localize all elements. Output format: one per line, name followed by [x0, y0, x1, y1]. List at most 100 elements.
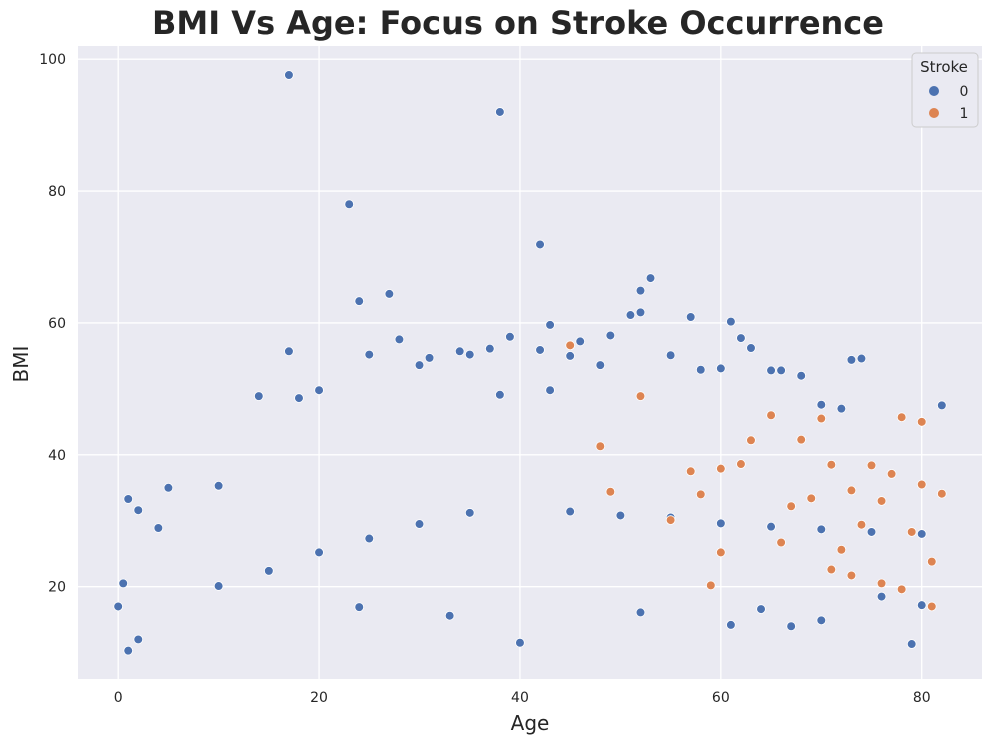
series-0-point-29 [414, 360, 425, 370]
series-0-point-31 [716, 363, 726, 374]
series-0-point-68 [364, 533, 375, 544]
series-0-point-61 [756, 604, 766, 614]
series-1-point-24 [716, 547, 726, 558]
series-0-point-75 [766, 521, 776, 532]
series-0-point-21 [454, 346, 465, 357]
series-0-point-3 [535, 239, 545, 250]
y-tick-label-2: 60 [48, 316, 66, 332]
series-1-point-10 [716, 463, 726, 474]
series-1-point-16 [916, 479, 927, 490]
series-1-point-23 [856, 519, 867, 530]
x-tick-label-1: 20 [310, 690, 328, 706]
series-0-point-55 [906, 639, 917, 649]
legend-title: Stroke [920, 58, 968, 76]
series-0-point-52 [123, 645, 134, 656]
series-0-point-37 [314, 385, 324, 395]
series-0-point-56 [726, 620, 736, 630]
series-0-point-22 [364, 349, 375, 360]
series-0-point-30 [464, 349, 475, 360]
series-0-point-8 [635, 307, 646, 318]
series-1-point-18 [786, 501, 796, 512]
y-tick-label-3: 80 [48, 184, 66, 200]
series-0-point-66 [264, 566, 274, 576]
series-0-point-36 [796, 370, 806, 381]
series-0-point-23 [665, 350, 676, 361]
y-tick-label-1: 40 [48, 448, 66, 464]
series-0-point-13 [736, 333, 746, 343]
series-0-point-49 [153, 523, 164, 533]
series-1-point-12 [846, 485, 857, 496]
series-1-point-7 [796, 434, 806, 445]
series-0-point-0 [284, 70, 294, 80]
series-1-point-3 [816, 413, 827, 424]
series-0-point-70 [464, 508, 475, 518]
series-0-point-77 [866, 527, 877, 537]
series-0-point-57 [786, 621, 796, 632]
series-0-point-63 [354, 602, 365, 612]
series-1-point-31 [846, 570, 857, 581]
points-layer [113, 70, 947, 656]
series-1-point-17 [665, 515, 676, 525]
series-0-point-47 [123, 494, 134, 504]
series-0-point-43 [836, 403, 847, 414]
series-0-point-44 [816, 399, 827, 410]
series-0-point-25 [535, 345, 545, 355]
series-0-point-12 [545, 320, 555, 330]
series-0-point-11 [726, 316, 736, 327]
series-1-point-14 [937, 488, 947, 499]
series-1-point-26 [826, 564, 837, 575]
series-0-point-14 [746, 343, 756, 353]
chart-title: BMI Vs Age: Focus on Stroke Occurrence [152, 4, 884, 42]
series-0-point-35 [776, 365, 786, 376]
series-0-point-50 [113, 601, 123, 612]
legend-label-1: 1 [960, 106, 969, 122]
series-0-point-64 [876, 591, 887, 602]
series-0-point-53 [133, 634, 144, 645]
y-tick-label-4: 100 [39, 52, 66, 68]
series-0-point-2 [344, 199, 355, 210]
series-0-point-17 [394, 334, 405, 345]
series-1-point-0 [565, 340, 575, 351]
series-0-point-60 [635, 607, 646, 618]
series-1-point-22 [926, 601, 937, 612]
series-0-point-59 [444, 610, 455, 621]
y-tick-label-0: 20 [48, 580, 66, 596]
series-0-point-78 [916, 529, 927, 539]
series-0-point-39 [294, 393, 304, 403]
series-0-point-34 [766, 365, 776, 376]
series-0-point-67 [314, 547, 324, 558]
series-0-point-72 [615, 510, 626, 521]
series-0-point-4 [645, 273, 656, 283]
series-0-point-9 [625, 310, 636, 320]
series-0-point-51 [118, 578, 128, 589]
series-0-point-46 [163, 482, 174, 493]
series-1-point-27 [906, 527, 917, 537]
plot-area [78, 46, 982, 679]
series-1-point-1 [635, 391, 646, 401]
series-0-point-6 [384, 289, 395, 299]
series-0-point-33 [595, 360, 606, 370]
series-0-point-58 [816, 615, 827, 626]
series-1-point-4 [896, 412, 907, 423]
series-0-point-40 [495, 390, 505, 400]
x-tick-label-0: 0 [114, 690, 123, 706]
series-0-point-18 [575, 336, 586, 347]
series-1-point-29 [605, 486, 616, 497]
series-1-point-5 [916, 417, 927, 427]
series-1-point-30 [926, 556, 937, 567]
legend-label-0: 0 [960, 84, 969, 100]
series-1-point-15 [806, 493, 817, 504]
series-0-point-71 [565, 506, 575, 517]
series-1-point-35 [886, 469, 897, 479]
series-0-point-27 [856, 353, 867, 364]
series-0-point-62 [916, 600, 927, 610]
legend-marker-1 [929, 108, 939, 118]
y-axis-label: BMI [9, 346, 33, 383]
x-tick-label-2: 40 [511, 690, 529, 706]
series-1-point-25 [776, 537, 786, 548]
series-0-point-24 [565, 351, 575, 361]
series-0-point-1 [495, 107, 505, 117]
series-1-point-33 [736, 459, 746, 469]
series-1-point-11 [685, 466, 696, 477]
